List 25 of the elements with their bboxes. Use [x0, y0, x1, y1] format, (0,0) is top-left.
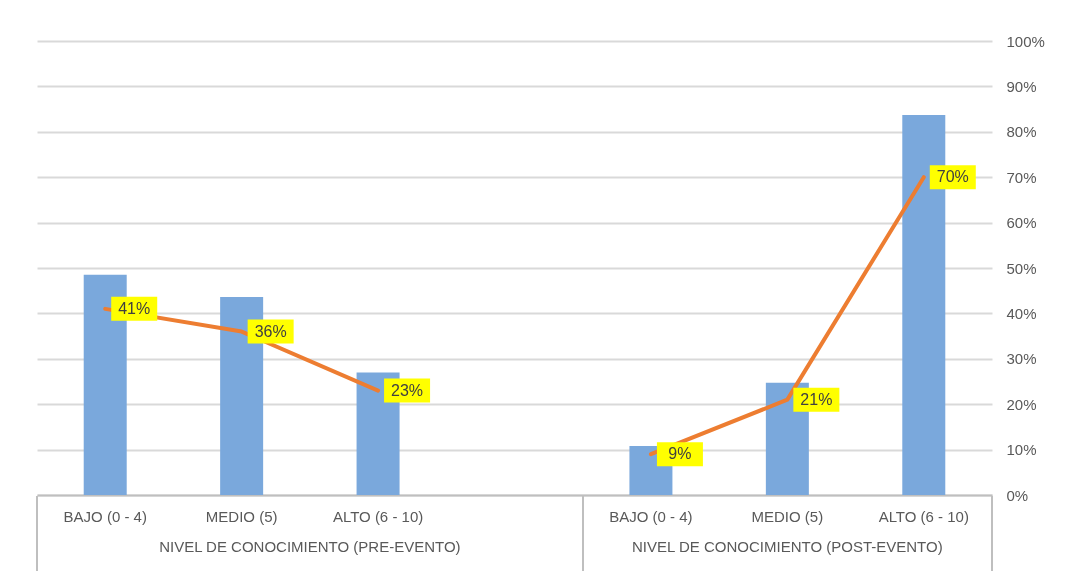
y-tick-label: 0% [1006, 486, 1029, 504]
text: NIVEL DE CONOCIMIENTO (PRE-EVENTO) [158, 538, 462, 555]
y-tick-label: 80% [1006, 123, 1037, 141]
data-label: 70% [936, 168, 969, 186]
y-tick-label: 60% [1006, 214, 1037, 232]
x-tick-label: BAJO (0 - 4) [63, 507, 147, 525]
data-label: 21% [800, 390, 833, 408]
y-tick-label: 40% [1006, 304, 1037, 322]
data-label: 36% [254, 322, 287, 340]
x-tick-label: ALTO (6 - 10) [878, 507, 969, 525]
y-tick-label: 10% [1006, 441, 1037, 459]
data-label: 41% [118, 299, 151, 317]
x-tick-label: BAJO (0 - 4) [609, 507, 693, 525]
data-label: 23% [391, 381, 424, 399]
x-tick-label: MEDIO (5) [205, 507, 278, 525]
y-tick-label: 90% [1006, 77, 1037, 95]
data-label: 9% [668, 445, 692, 463]
x-tick-label: MEDIO (5) [751, 507, 824, 525]
x-tick-label: ALTO (6 - 10) [332, 507, 424, 525]
y-tick-label: 30% [1006, 350, 1037, 368]
y-tick-label: 100% [1006, 32, 1045, 50]
y-tick-label: 50% [1006, 259, 1037, 277]
y-tick-label: 20% [1006, 395, 1037, 413]
y-tick-label: 70% [1006, 168, 1037, 186]
text: NIVEL DE CONOCIMIENTO (POST-EVENTO) [631, 538, 944, 555]
